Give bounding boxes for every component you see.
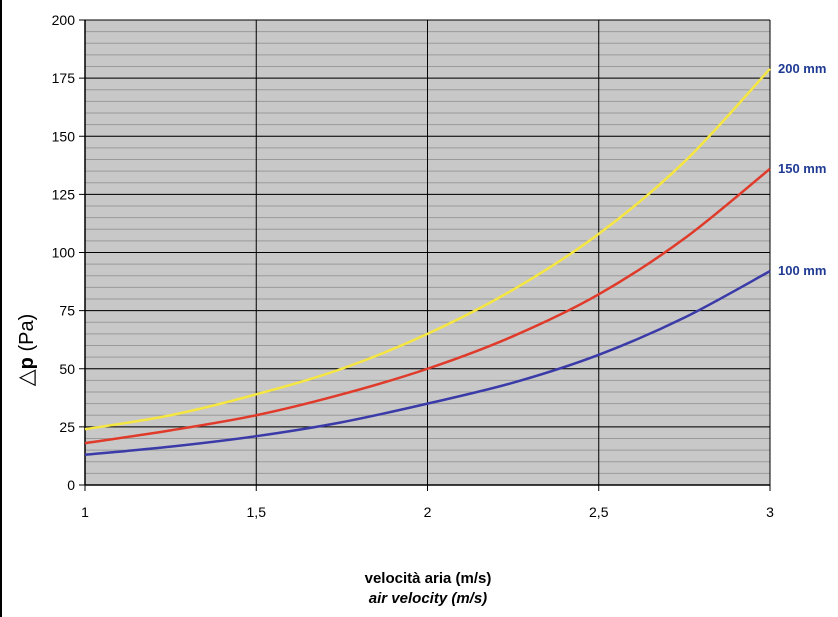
y-tick-label: 175 [52,70,76,86]
y-tick-label: 125 [52,186,76,202]
y-tick-label: 75 [59,303,75,319]
x-tick-label: 1,5 [247,504,267,520]
tick-labels: 0 25 50 75 100 125 150 175 200 1 1,5 2 2,5 3 [52,12,774,520]
series-label-1: 200 mm [778,61,826,76]
x-axis-label-italian: velocità aria (m/s) [364,570,492,587]
x-tick-label: 2,5 [589,504,609,520]
y-axis-unit: (Pa) [16,313,38,352]
series-line-2 [84,167,771,445]
figure-left-border [0,0,2,617]
x-axis-label-english: air velocity (m/s) [368,590,488,607]
y-tick-label: 25 [59,419,75,435]
y-axis-variable: p [16,357,38,370]
axes [79,19,771,491]
y-tick-label: 200 [52,12,76,28]
x-tick-label: 3 [766,504,774,520]
series-label-3: 100 mm [778,263,826,278]
y-tick-label: 0 [67,477,75,493]
x-tick-label: 2 [424,504,432,520]
x-tick-label: 1 [81,504,89,520]
series-lines [84,67,771,457]
y-tick-label: 150 [52,128,76,144]
series-label-2: 150 mm [778,161,826,176]
series-line-3 [84,270,771,457]
y-tick-label: 100 [52,245,76,261]
y-axis-label: △p (Pa) [13,314,39,387]
delta-symbol: △ [13,369,38,387]
series-line-1 [84,67,771,431]
y-tick-label: 50 [59,361,75,377]
series-labels: 200 mm 150 mm 100 mm [778,61,826,278]
